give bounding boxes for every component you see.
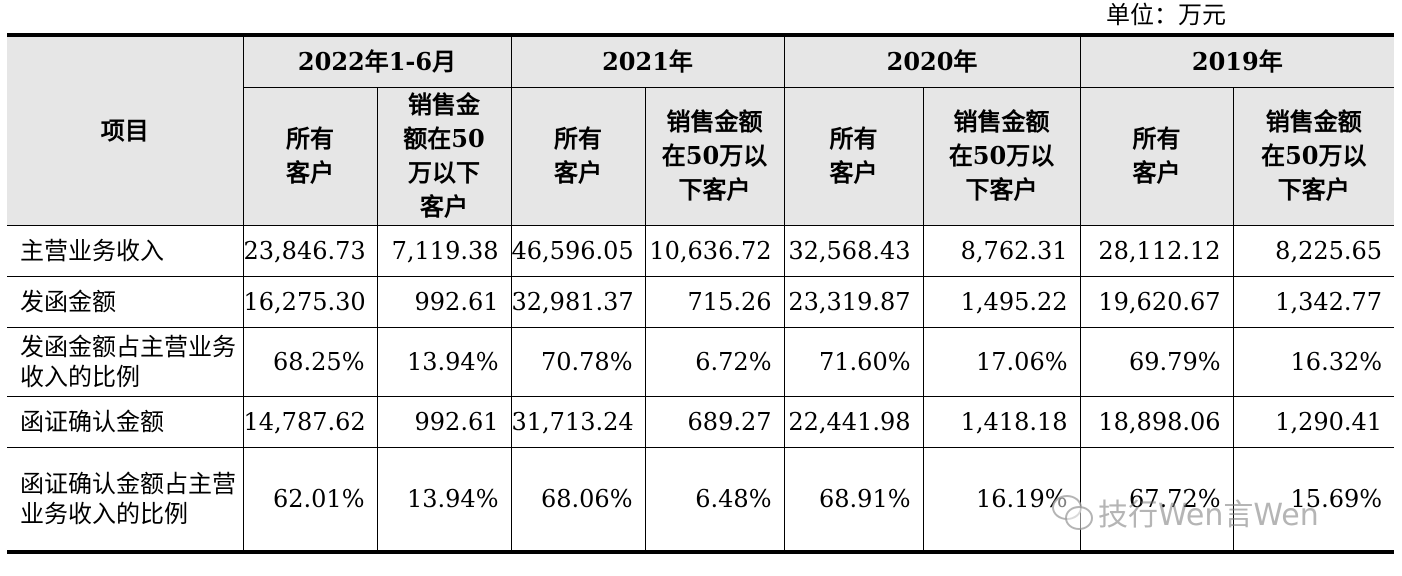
table-cell: 992.61 xyxy=(376,275,512,328)
table-cell: 1,418.18 xyxy=(922,395,1081,448)
customer-confirmation-table: 项目 2022年1-6月 2021年 2020年 2019年 所有客户 销售金额… xyxy=(7,37,1395,550)
table-cell: 13.94% xyxy=(376,326,512,397)
row-label: 函证确认金额占主营业务收入的比例 xyxy=(7,446,244,550)
table-cell: 68.06% xyxy=(510,446,646,550)
table-cell: 1,495.22 xyxy=(922,275,1081,328)
table-row: 发函金额 16,275.30 992.61 32,981.37 715.26 2… xyxy=(7,275,1395,328)
header-small-customers: 销售金额在50万以下客户 xyxy=(644,86,785,226)
header-small-customers: 销售金额在50万以下客户 xyxy=(1232,86,1395,226)
table-row: 函证确认金额 14,787.62 992.61 31,713.24 689.27… xyxy=(7,395,1395,448)
table-cell: 19,620.67 xyxy=(1079,275,1234,328)
unit-label: 单位：万元 xyxy=(1106,1,1226,29)
header-all-customers: 所有客户 xyxy=(243,86,378,226)
header-period-2021: 2021年 xyxy=(510,37,785,88)
table-cell: 62.01% xyxy=(242,446,378,550)
table-cell: 15.69% xyxy=(1232,446,1395,550)
table-cell: 46,596.05 xyxy=(510,224,646,277)
table-cell: 16.19% xyxy=(922,446,1081,550)
table-cell: 32,981.37 xyxy=(510,275,646,328)
table-cell: 14,787.62 xyxy=(242,395,378,448)
table-cell: 32,568.43 xyxy=(783,224,924,277)
table-cell: 13.94% xyxy=(376,446,512,550)
table-cell: 10,636.72 xyxy=(644,224,785,277)
table-cell: 28,112.12 xyxy=(1079,224,1234,277)
table-cell: 16,275.30 xyxy=(242,275,378,328)
table-cell: 68.25% xyxy=(242,326,378,397)
table-cell: 7,119.38 xyxy=(376,224,512,277)
table-cell: 17.06% xyxy=(922,326,1081,397)
table-row: 主营业务收入 23,846.73 7,119.38 46,596.05 10,6… xyxy=(7,224,1395,277)
table-cell: 6.72% xyxy=(644,326,785,397)
header-all-customers: 所有客户 xyxy=(783,86,924,226)
header-all-customers: 所有客户 xyxy=(510,86,646,226)
header-period-2020: 2020年 xyxy=(783,37,1081,88)
table-cell: 69.79% xyxy=(1079,326,1234,397)
table-cell: 22,441.98 xyxy=(783,395,924,448)
header-small-customers: 销售金额在50万以下客户 xyxy=(922,86,1081,226)
table-cell: 992.61 xyxy=(376,395,512,448)
table-cell: 1,290.41 xyxy=(1232,395,1395,448)
table-cell: 70.78% xyxy=(510,326,646,397)
row-label: 发函金额占主营业务收入的比例 xyxy=(7,326,244,397)
header-small-customers: 销售金额在50万以下客户 xyxy=(376,86,512,226)
header-period-2019: 2019年 xyxy=(1079,37,1395,88)
header-all-customers: 所有客户 xyxy=(1079,86,1234,226)
table-cell: 6.48% xyxy=(644,446,785,550)
table-row: 发函金额占主营业务收入的比例 68.25% 13.94% 70.78% 6.72… xyxy=(7,326,1395,397)
table-cell: 8,225.65 xyxy=(1232,224,1395,277)
table-cell: 18,898.06 xyxy=(1079,395,1234,448)
table-cell: 8,762.31 xyxy=(922,224,1081,277)
header-item: 项目 xyxy=(7,37,244,226)
table-cell: 71.60% xyxy=(783,326,924,397)
table-cell: 715.26 xyxy=(644,275,785,328)
table-cell: 23,319.87 xyxy=(783,275,924,328)
table-row: 函证确认金额占主营业务收入的比例 62.01% 13.94% 68.06% 6.… xyxy=(7,446,1395,550)
table-cell: 31,713.24 xyxy=(510,395,646,448)
row-label: 主营业务收入 xyxy=(7,224,244,277)
header-period-2022h1: 2022年1-6月 xyxy=(242,37,512,88)
table-cell: 23,846.73 xyxy=(242,224,378,277)
table-cell: 68.91% xyxy=(783,446,924,550)
table-cell: 689.27 xyxy=(644,395,785,448)
table-cell: 1,342.77 xyxy=(1232,275,1395,328)
row-label: 发函金额 xyxy=(7,275,244,328)
table-cell: 67.72% xyxy=(1079,446,1234,550)
row-label: 函证确认金额 xyxy=(7,395,244,448)
data-table-wrapper: 项目 2022年1-6月 2021年 2020年 2019年 所有客户 销售金额… xyxy=(7,33,1395,554)
table-cell: 16.32% xyxy=(1232,326,1395,397)
